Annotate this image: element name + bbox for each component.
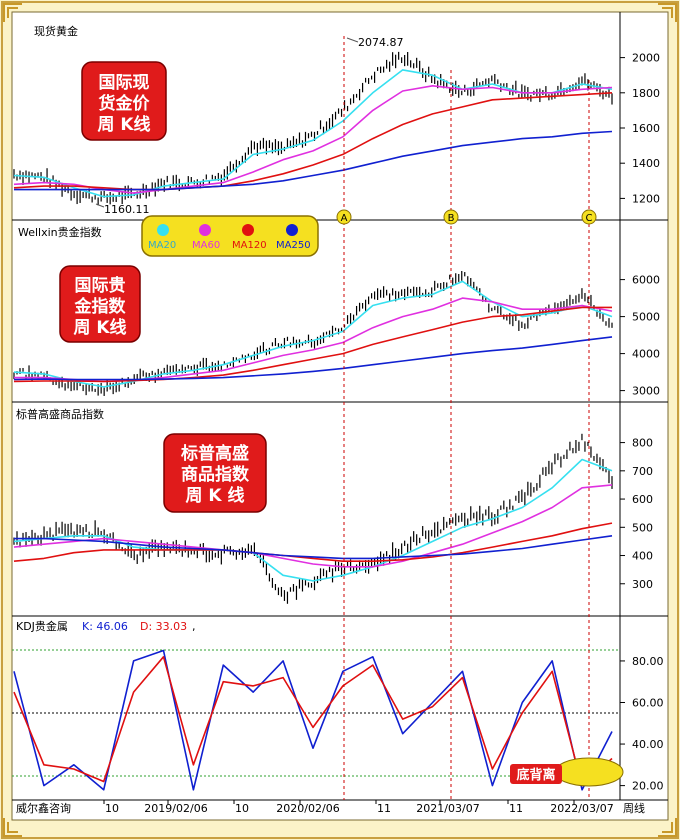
gold-badge-line-2: 货金价 [99, 93, 151, 114]
series-line-ma120 [13, 306, 612, 383]
y-tick-label: 2000 [632, 52, 660, 65]
marker-b-label: B [448, 213, 455, 224]
divergence-callout: 底背离 [510, 757, 624, 787]
series-layer [13, 69, 613, 791]
y-tick-label: 60.00 [632, 696, 664, 709]
y-tick-label: 800 [632, 437, 653, 450]
sp-badge-line-1: 标普高盛 [181, 443, 249, 464]
legend-ma20-label: MA20 [148, 240, 176, 251]
y-tick-label: 80.00 [632, 655, 664, 668]
wellxin-panel-title: Wellxin贵金指数 [18, 225, 102, 239]
kdj-y-ticks: 80.00 60.00 40.00 20.00 [620, 655, 664, 793]
wellxin-badge: 国际贵 金指数 周 K线 [59, 265, 141, 343]
x-tick-label: 11 [377, 802, 391, 815]
x-axis: 10 2019/02/06 10 2020/02/06 11 2021/03/07 11 20… [103, 800, 614, 815]
y-tick-label: 1200 [632, 192, 660, 205]
legend-ma250-dot [286, 224, 298, 236]
x-tick-label: 2021/03/07 [416, 802, 479, 815]
sp-badge-line-2: 商品指数 [181, 464, 250, 485]
wellxin-y-ticks: 6000 5000 4000 3000 [620, 274, 660, 398]
x-tick-label: 2019/02/06 [144, 802, 207, 815]
y-tick-label: 20.00 [632, 780, 664, 793]
kdj-trailing: , [192, 620, 196, 633]
series-line-ma20 [13, 69, 613, 198]
y-tick-label: 1800 [632, 87, 660, 100]
gold-panel-title: 现货黄金 [34, 24, 78, 38]
gold-badge: 国际现 货金价 周 K线 [81, 61, 167, 141]
series-line-ma250 [14, 130, 613, 191]
y-tick-label: 6000 [632, 274, 660, 287]
series-line-ma120 [13, 92, 613, 191]
legend-ma60-dot [199, 224, 211, 236]
legend-ma120-label: MA120 [232, 240, 267, 251]
gold-badge-line-3: 周 K线 [97, 114, 150, 135]
y-tick-label: 700 [632, 465, 653, 478]
y-tick-label: 600 [632, 493, 653, 506]
marker-b: B [443, 209, 459, 225]
series-line-ma250 [14, 535, 613, 560]
x-axis-period: 周线 [623, 801, 645, 815]
legend-ma250-label: MA250 [276, 240, 311, 251]
ma-legend: MA20 MA60 MA120 MA250 [141, 215, 319, 257]
y-tick-label: 500 [632, 521, 653, 534]
y-tick-label: 400 [632, 550, 653, 563]
sp-badge: 标普高盛 商品指数 周 K 线 [163, 433, 267, 513]
y-tick-label: 3000 [632, 385, 660, 398]
marker-a: A [336, 209, 352, 225]
y-tick-label: 1400 [632, 157, 660, 170]
y-tick-label: 300 [632, 578, 653, 591]
marker-c-label: C [586, 213, 593, 224]
x-tick-label: 10 [105, 802, 119, 815]
series-line-ma20 [13, 280, 613, 388]
gold-y-ticks: 2000 1800 1600 1400 1200 [620, 52, 660, 205]
series-line-ma60 [13, 85, 613, 194]
series-line-ma60 [13, 484, 613, 568]
series-line-d [13, 655, 613, 787]
marker-c: C [581, 209, 597, 225]
wellxin-badge-line-3: 周 K线 [73, 317, 126, 338]
legend-ma120-dot [242, 224, 254, 236]
x-tick-label: 10 [235, 802, 249, 815]
x-tick-label: 11 [509, 802, 523, 815]
footer-brand: 威尔鑫咨询 [16, 801, 71, 815]
kdj-k-label: K: 46.06 [82, 620, 128, 633]
marker-a-label: A [341, 213, 348, 224]
corner-ornament-icon [3, 3, 677, 837]
y-tick-label: 1600 [632, 122, 660, 135]
y-tick-label: 5000 [632, 311, 660, 324]
kdj-d-label: D: 33.03 [140, 620, 187, 633]
y-tick-label: 4000 [632, 348, 660, 361]
sp-y-ticks: 800 700 600 500 400 300 [620, 437, 653, 591]
x-tick-label: 2020/02/06 [276, 802, 339, 815]
legend-ma60-label: MA60 [192, 240, 220, 251]
wellxin-badge-line-1: 国际贵 [75, 275, 126, 296]
sp-badge-line-3: 周 K 线 [185, 485, 244, 506]
divergence-callout-label: 底背离 [516, 767, 555, 783]
series-line-ma250 [13, 336, 613, 381]
legend-ma20-dot [157, 224, 169, 236]
series-line-ma120 [13, 522, 613, 563]
kdj-panel-title: KDJ贵金属 [16, 619, 68, 633]
gold-high-label: 2074.87 [358, 36, 404, 49]
gold-low-label: 1160.11 [104, 203, 150, 216]
x-tick-label: 2022/03/07 [550, 802, 613, 815]
wellxin-badge-line-2: 金指数 [74, 296, 127, 317]
sp-panel-title: 标普高盛商品指数 [16, 407, 104, 421]
y-tick-label: 40.00 [632, 738, 664, 751]
gold-badge-line-1: 国际现 [99, 73, 150, 93]
